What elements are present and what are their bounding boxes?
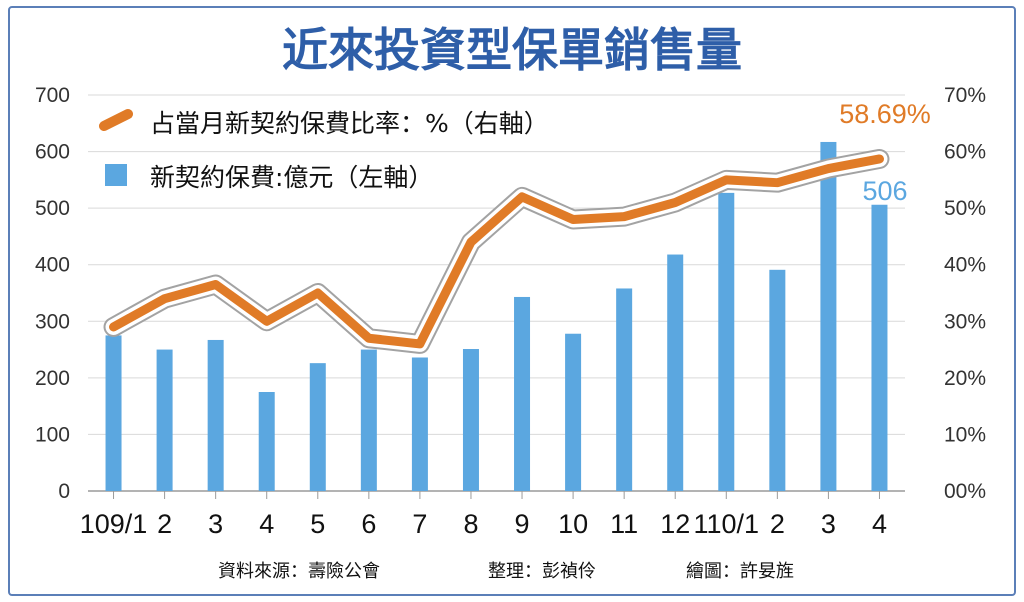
y-left-tick-label: 500 [35, 197, 70, 220]
y-right-tick-label: 30% [944, 310, 986, 333]
x-tick-label: 12 [660, 509, 690, 539]
bar-series [105, 141, 888, 491]
bar [105, 335, 122, 491]
x-tick-label: 109/1 [80, 509, 148, 539]
x-tick-label: 11 [610, 509, 638, 539]
x-tick-label: 8 [463, 509, 478, 539]
chart-title: 近來投資型保單銷售量 [282, 23, 742, 77]
y-left-tick-label: 300 [35, 310, 70, 333]
y-left-tick-label: 0 [58, 480, 70, 503]
x-tick-label: 2 [157, 509, 172, 539]
legend-bar-label: 新契約保費:億元（左軸） [150, 163, 433, 192]
bar [207, 339, 224, 491]
axes: 0 00% 100 10% 200 20% 300 30% 400 40% 500 50% 600 60%… [35, 84, 986, 539]
x-tick-label: 2 [770, 509, 785, 539]
y-left-tick-label: 400 [35, 254, 70, 277]
y-right-tick-label: 60% [944, 141, 986, 164]
ratio-line [109, 154, 884, 349]
y-right-tick-label: 00% [944, 480, 986, 503]
x-tick-label: 4 [872, 509, 887, 539]
x-tick-label: 7 [412, 509, 427, 539]
x-tick-label: 6 [361, 509, 376, 539]
bar [769, 269, 786, 491]
bar [156, 349, 173, 491]
editor-credit: 整理：彭禎伶 [488, 561, 596, 582]
bar-last-value-label: 506 [862, 176, 907, 206]
x-tick-label: 9 [515, 509, 530, 539]
legend-bar-swatch [105, 164, 127, 186]
bar [360, 349, 377, 491]
bar [667, 254, 684, 491]
y-left-tick-label: 700 [35, 84, 70, 107]
x-tick-label: 4 [259, 509, 274, 539]
y-right-tick-label: 10% [944, 423, 986, 446]
artist-credit: 繪圖：許妟旌 [686, 561, 794, 582]
y-left-tick-label: 100 [35, 423, 70, 446]
bar [462, 349, 479, 491]
x-tick-label: 110/1 [694, 509, 760, 539]
bar [871, 204, 888, 491]
bar [565, 333, 582, 491]
bar [258, 392, 275, 491]
line-last-value-label: 58.69% [839, 99, 931, 129]
legend-line-label: 占當月新契約保費比率：%（右軸） [150, 109, 549, 138]
y-right-tick-label: 50% [944, 197, 986, 220]
bar [309, 363, 326, 491]
source-line: 資料來源：壽險公會 整理：彭禎伶 繪圖：許妟旌 [218, 561, 794, 582]
line-series [103, 148, 890, 354]
legend: 占當月新契約保費比率：%（右軸） 新契約保費:億元（左軸） [99, 109, 549, 192]
bar [411, 357, 428, 491]
x-tick-label: 5 [310, 509, 325, 539]
bar [820, 141, 837, 491]
y-left-tick-label: 200 [35, 367, 70, 390]
y-left-tick-label: 600 [35, 141, 70, 164]
bar [718, 192, 735, 491]
source-credit: 資料來源：壽險公會 [218, 561, 380, 582]
legend-line-swatch [99, 109, 133, 131]
bar [616, 288, 633, 491]
x-tick-label: 3 [821, 509, 836, 539]
y-right-tick-label: 20% [944, 367, 986, 390]
y-right-tick-label: 40% [944, 254, 986, 277]
x-tick-label: 10 [558, 509, 588, 539]
bar [514, 296, 531, 491]
x-tick-label: 3 [208, 509, 223, 539]
y-right-tick-label: 70% [944, 84, 986, 107]
